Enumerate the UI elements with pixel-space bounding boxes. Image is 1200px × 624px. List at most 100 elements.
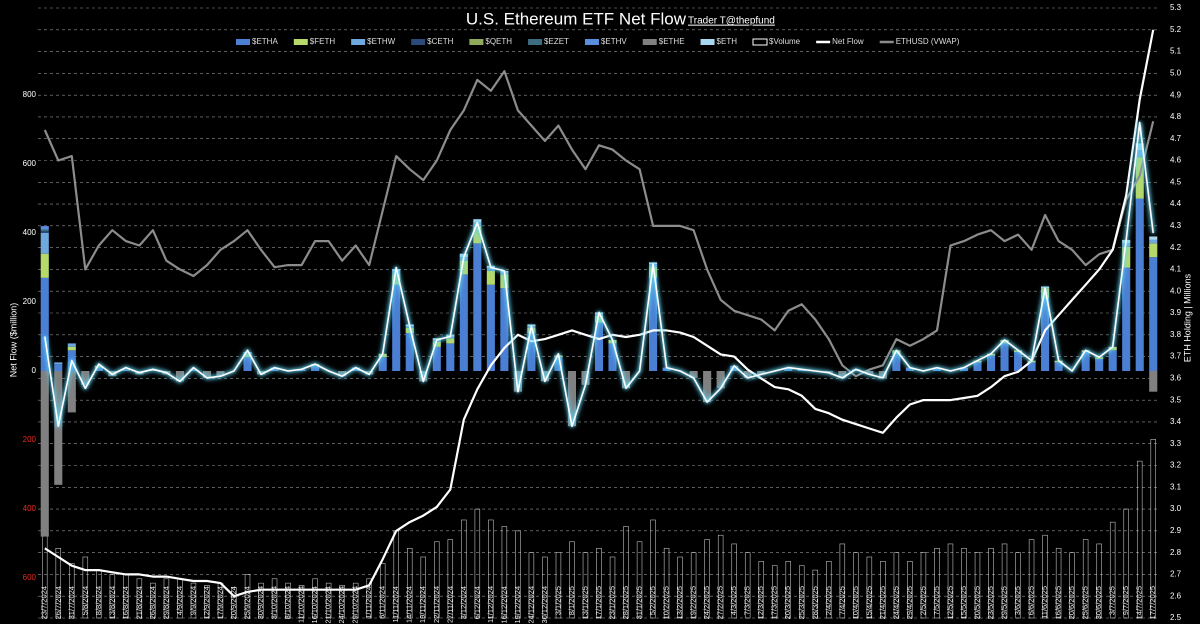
x-tick-label: 20/6/2025 [1067, 586, 1076, 619]
volume-bar [285, 582, 291, 619]
volume-bar [528, 552, 535, 619]
volume-bar [974, 552, 981, 619]
flow-bar [202, 371, 212, 378]
volume-bar [663, 547, 670, 619]
x-tick-label: 11/11/2024 [391, 586, 400, 622]
volume-bar [758, 561, 764, 619]
volume-bar [717, 534, 724, 619]
x-tick-label: 29/4/2025 [905, 586, 914, 619]
y2-tick-label: 4.6 [1170, 156, 1182, 165]
flow-bar [338, 371, 347, 377]
volume-bar [69, 563, 75, 619]
volume-bar [569, 541, 575, 619]
flow-bar [540, 371, 549, 382]
volume-bar [880, 561, 886, 619]
volume-bar [1015, 552, 1021, 619]
flow-bar [743, 371, 752, 378]
flow-bar [1041, 286, 1050, 289]
volume-bar [1042, 534, 1048, 619]
x-tick-label: 7/4/2025 [837, 586, 846, 615]
volume-bar [1150, 439, 1156, 619]
x-tick-label: 12/5/2025 [945, 586, 954, 619]
flow-bar [40, 277, 49, 371]
y-tick-label: 400 [23, 228, 37, 237]
flow-bar [1149, 239, 1158, 244]
x-tick-label: 10/2/2025 [662, 586, 671, 619]
y2-tick-label: 2.7 [1170, 570, 1182, 579]
y2-tick-label: 4.5 [1170, 177, 1182, 186]
flow-bar [94, 367, 103, 371]
x-tick-label: 3/7/2025 [1108, 586, 1117, 615]
y-tick-label: 200 [23, 297, 37, 306]
y2-tick-label: 3.0 [1170, 504, 1182, 513]
volume-bar [934, 547, 940, 619]
volume-bar [988, 547, 994, 619]
flow-bar [1149, 257, 1158, 371]
x-tick-label: 23/1/2025 [608, 586, 617, 619]
x-tick-label: 16/12/2024 [499, 586, 508, 624]
volume-bar [1136, 460, 1143, 619]
x-tick-label: 26/7/2024 [53, 586, 62, 619]
y-tick-label: 600 [23, 573, 37, 582]
volume-bar [163, 578, 170, 619]
volume-bar [461, 519, 467, 619]
volume-bar [55, 547, 62, 619]
flow-bar [1081, 352, 1090, 371]
x-tick-label: 23/5/2025 [986, 586, 995, 619]
flow-bar [716, 371, 725, 389]
legend-swatch [752, 38, 768, 46]
flow-bar [54, 371, 63, 485]
flow-bar [473, 219, 482, 223]
flow-bar [351, 367, 360, 371]
flow-bar [567, 371, 577, 427]
x-tick-label: 28/1/2025 [621, 586, 630, 619]
flow-bar [189, 369, 198, 371]
volume-bar [109, 574, 116, 619]
x-tick-label: 12/9/2024 [202, 586, 211, 619]
volume-bar [893, 552, 900, 619]
x-tick-label: 20/5/2025 [972, 586, 981, 619]
flow-bar [40, 233, 49, 254]
x-tick-label: 31/7/2024 [67, 586, 76, 619]
y2-tick-label: 4.8 [1170, 112, 1182, 121]
volume-bar [258, 582, 264, 619]
flow-bar [392, 284, 401, 371]
y2-tick-label: 2.5 [1170, 613, 1182, 622]
x-tick-label: 13/1/2025 [580, 586, 589, 619]
flow-bar [1041, 288, 1050, 299]
flow-bar [1000, 339, 1009, 344]
x-tick-label: 24/12/2024 [526, 586, 535, 624]
y2-tick-label: 4.7 [1170, 134, 1182, 143]
volume-bar [839, 543, 846, 619]
x-tick-label: 15/4/2025 [864, 586, 873, 619]
flow-bar [243, 353, 252, 358]
y2-tick-label: 4.9 [1170, 90, 1182, 99]
y2-tick-label: 4.4 [1170, 199, 1182, 208]
volume-bar [826, 561, 832, 619]
flow-bar [662, 367, 671, 371]
x-tick-label: 6/6/2025 [1027, 586, 1036, 615]
y2-tick-label: 3.1 [1170, 482, 1182, 491]
x-tick-label: 6/12/2024 [472, 586, 481, 619]
x-tick-label: 16/6/2025 [1054, 586, 1063, 619]
volume-bar [501, 526, 508, 619]
flow-bar [1149, 243, 1158, 258]
flow-bar [378, 357, 387, 371]
x-tick-label: 27/2/2025 [716, 586, 725, 619]
flow-bar [594, 322, 604, 371]
y2-tick-label: 4.0 [1170, 286, 1182, 295]
flow-bar [1095, 357, 1104, 359]
flow-bar [649, 262, 658, 265]
legend-label: Net Flow [832, 37, 864, 46]
flow-bar [932, 367, 942, 371]
flow-bar [581, 371, 590, 385]
x-tick-label: 25/3/2025 [797, 586, 806, 619]
legend-swatch [584, 39, 599, 45]
x-tick-label: 31/1/2025 [635, 586, 644, 619]
x-tick-label: 3/12/2024 [459, 586, 468, 619]
x-tick-label: 27/11/2024 [445, 586, 454, 623]
flow-bar [973, 360, 982, 363]
volume-bar [1123, 508, 1129, 619]
